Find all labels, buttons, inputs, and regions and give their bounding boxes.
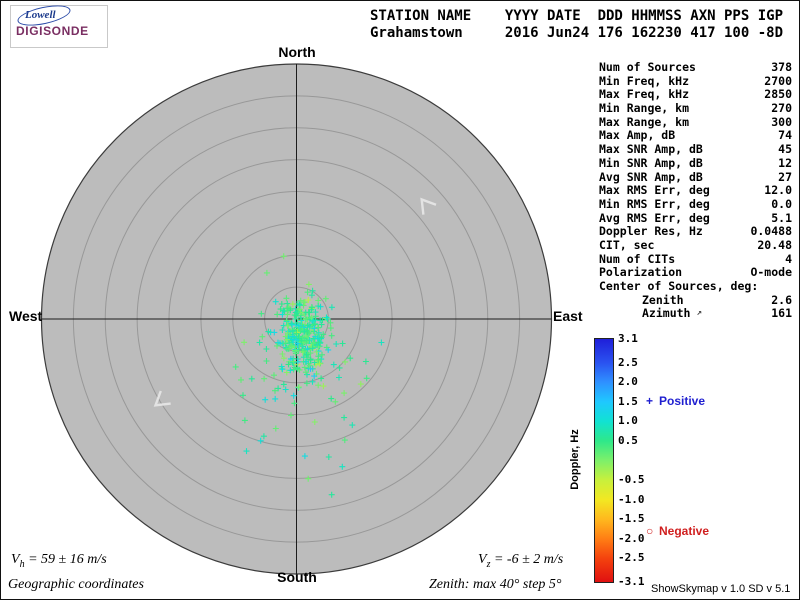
- colorbar-tick: -1.5: [618, 512, 645, 526]
- stats-label: Center of Sources, deg:: [599, 279, 759, 293]
- zenith-scale-note: Zenith: max 40° step 5°: [429, 577, 562, 592]
- stats-row: Min RMS Err, deg 0.0: [599, 196, 792, 212]
- compass-east-label: East: [553, 308, 583, 324]
- software-version-label: ShowSkymap v 1.0 SD v 5.1: [651, 583, 791, 595]
- legend-negative: ○ Negative: [646, 524, 709, 538]
- legend-negative-label: Negative: [659, 524, 710, 538]
- stats-label: CIT, sec: [599, 237, 655, 252]
- logo-lowell-text: Lowell: [15, 1, 107, 30]
- stats-row: Max SNR Amp, dB 45: [599, 142, 792, 157]
- stats-label: Num of CITs: [599, 251, 676, 266]
- direction-chevron-marks: [153, 197, 437, 407]
- stats-label: Azimuth: [642, 306, 691, 321]
- stats-label: Min SNR Amp, dB: [599, 155, 703, 170]
- stats-row: Avg RMS Err, deg 5.1: [599, 210, 792, 226]
- stats-row: Min Freq, kHz 2700: [599, 73, 792, 89]
- stats-row: Max RMS Err, deg 12.0: [599, 183, 792, 198]
- stats-row: CIT, sec 20.48: [599, 237, 792, 253]
- vertical-velocity-readout: Vz = -6 ± 2 m/s: [478, 552, 564, 570]
- stats-label: Avg SNR Amp, dB: [599, 169, 703, 184]
- colorbar-tick: -2.5: [618, 551, 645, 565]
- stats-value: 0.0488: [750, 224, 792, 239]
- stats-value: 12: [778, 155, 792, 170]
- stats-label: Max Range, km: [599, 114, 690, 129]
- compass-north-label: North: [278, 44, 316, 60]
- stats-label: Max Amp, dB: [599, 128, 676, 143]
- positive-marker-icon: +: [646, 394, 654, 408]
- logo-digisonde-label: DIGISONDE: [16, 24, 89, 38]
- colorbar-axis-label: Doppler, Hz: [569, 429, 581, 490]
- legend-positive-label: Positive: [659, 394, 706, 408]
- stats-label: Max SNR Amp, dB: [599, 142, 703, 157]
- colorbar-tick: 3.1: [618, 332, 638, 345]
- stats-row: Num of CITs 4: [599, 251, 792, 267]
- stats-row: Max Range, km 300: [599, 114, 792, 130]
- compass-south-label: South: [277, 569, 317, 585]
- stats-row: Min Range, km 270: [599, 101, 792, 116]
- stats-label: Doppler Res, Hz: [599, 224, 703, 239]
- stats-row: Center of Sources, deg:: [599, 279, 792, 294]
- colorbar-tick: 1.0: [618, 414, 638, 428]
- stats-value: 74: [778, 128, 792, 143]
- stats-value: 27: [778, 169, 792, 184]
- stats-value: 300: [771, 114, 792, 129]
- colorbar-ticks: 3.1 2.5 2.0 1.5 1.0 0.5 -0.5 -1.0 -1.5 -2.0 -2.5 -3…: [618, 332, 654, 588]
- stats-label: Max RMS Err, deg: [599, 183, 710, 198]
- colorbar-tick: -3.1: [618, 575, 645, 588]
- source-points: [232, 253, 385, 498]
- stats-row: Avg SNR Amp, dB 27: [599, 169, 792, 185]
- stats-value: 2.6: [771, 292, 792, 307]
- lowell-digisonde-logo: Lowell DIGISONDE: [10, 1, 108, 48]
- stats-panel: Num of Sources 378 Min Freq, kHz 2700 Max Fr…: [599, 60, 792, 321]
- stats-value: 12.0: [764, 183, 792, 198]
- stats-row: Polarization O-mode: [599, 266, 792, 280]
- stats-label: Zenith: [642, 292, 684, 307]
- colorbar-tick: 0.5: [618, 433, 638, 447]
- legend-positive: + Positive: [646, 394, 705, 408]
- stats-label: Avg RMS Err, deg: [599, 210, 710, 225]
- stats-value: 2850: [764, 87, 792, 102]
- stats-row: Doppler Res, Hz 0.0488: [599, 225, 792, 239]
- stats-row: Azimuth ↗ 161: [599, 307, 792, 321]
- colorbar-tick: 1.5: [618, 394, 638, 408]
- stats-value: O-mode: [750, 265, 792, 280]
- compass-west-label: West: [9, 308, 43, 324]
- stats-row: Max Freq, kHz 2850: [599, 88, 792, 102]
- header-column-titles: STATION NAME YYYY DATE DDD HHMMSS AXN PP…: [370, 8, 784, 24]
- stats-value: 270: [771, 101, 792, 116]
- logo-lowell-label: Lowell: [25, 9, 56, 21]
- stats-row: Zenith 2.6: [599, 292, 792, 308]
- stats-value: 2700: [764, 73, 792, 88]
- stats-label: Num of Sources: [599, 60, 696, 74]
- coordinates-note: Geographic coordinates: [8, 577, 144, 592]
- stats-value: 20.48: [757, 237, 792, 252]
- colorbar-tick: -2.0: [618, 531, 645, 545]
- colorbar-tick: 2.0: [618, 375, 638, 389]
- stats-row: Min SNR Amp, dB 12: [599, 155, 792, 171]
- stats-value: 161: [771, 306, 792, 321]
- stats-label: Polarization: [599, 265, 683, 280]
- stats-label: Min Range, km: [599, 101, 690, 116]
- stats-value: 378: [771, 60, 792, 74]
- stats-value: 45: [778, 142, 792, 157]
- stats-value: 0.0: [771, 196, 792, 211]
- colorbar-tick: -0.5: [618, 473, 645, 487]
- doppler-colorbar: [594, 338, 614, 583]
- azimuth-direction-icon: ↗: [696, 308, 702, 319]
- stats-value: 5.1: [771, 210, 792, 225]
- stats-label: Min Freq, kHz: [599, 73, 690, 88]
- header-station-values: Grahamstown 2016 Jun24 176 162230 417 10…: [370, 25, 784, 41]
- colorbar-tick: 2.5: [618, 355, 638, 369]
- stats-value: 4: [785, 251, 792, 266]
- horizontal-velocity-readout: Vh = 59 ± 16 m/s: [11, 552, 107, 570]
- colorbar-tick: -1.0: [618, 492, 645, 506]
- stats-row: Num of Sources 378: [599, 60, 792, 75]
- stats-label: Min RMS Err, deg: [599, 196, 710, 211]
- stats-label: Max Freq, kHz: [599, 87, 690, 102]
- negative-marker-icon: ○: [646, 524, 654, 538]
- stats-row: Max Amp, dB 74: [599, 129, 792, 143]
